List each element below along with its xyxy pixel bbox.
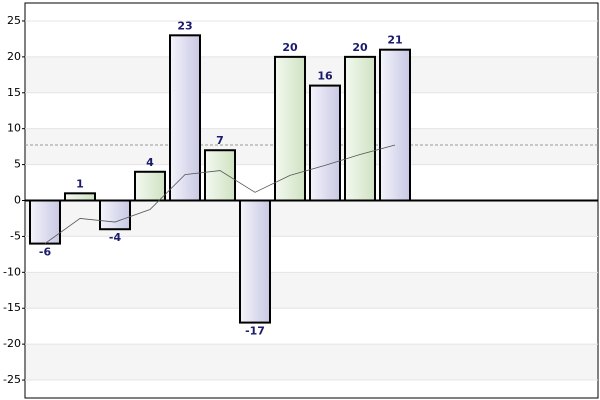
y-tick-label: -20: [3, 337, 21, 350]
bar: [309, 84, 341, 202]
value-label: -4: [109, 231, 122, 244]
y-tick-label: 10: [7, 122, 21, 135]
value-label: 20: [352, 41, 368, 54]
bar: [29, 199, 61, 245]
value-label: 7: [216, 134, 224, 147]
y-tick-label: -15: [3, 301, 21, 314]
bar: [379, 48, 411, 202]
value-label: 4: [146, 156, 154, 169]
bar: [134, 170, 166, 202]
bar: [274, 55, 306, 202]
y-tick-label: 15: [7, 86, 21, 99]
trend-line: [44, 144, 396, 244]
value-label: -17: [245, 325, 265, 338]
value-label: 20: [282, 41, 298, 54]
bar: [239, 199, 271, 324]
bar: [99, 199, 131, 231]
y-tick-label: -5: [10, 229, 21, 242]
grid-band: [26, 344, 597, 381]
y-tick-label: -25: [3, 373, 21, 386]
value-label: -6: [39, 246, 52, 259]
value-label: 1: [76, 177, 84, 190]
value-label: 23: [177, 19, 192, 32]
y-tick-label: 20: [7, 50, 21, 63]
bar: [204, 149, 236, 202]
y-tick-label: -10: [3, 265, 21, 278]
y-tick-label: 25: [7, 14, 21, 27]
value-label: 21: [387, 34, 402, 47]
bar: [169, 34, 201, 202]
y-tick-label: 5: [14, 158, 21, 171]
y-tick-label: 0: [14, 194, 21, 207]
grid-band: [26, 272, 597, 309]
bar: [64, 192, 96, 202]
value-label: 16: [317, 70, 333, 83]
bar: [344, 55, 376, 202]
